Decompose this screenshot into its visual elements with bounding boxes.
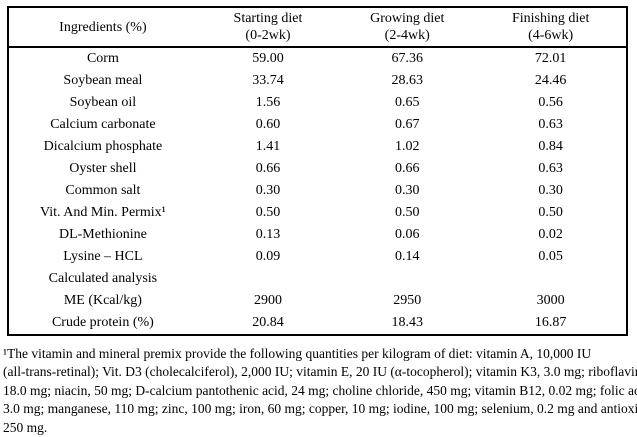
value-cell: 1.02 xyxy=(394,139,420,154)
value-cell: 28.63 xyxy=(391,73,423,88)
col-header-growing-diet: Growing diet (2-4wk) xyxy=(339,7,476,48)
col-header-sublabel: (2-4wk) xyxy=(384,28,430,43)
value-cell: 0.50 xyxy=(394,205,420,220)
table-row: Corm 59.00 67.36 72.01 xyxy=(8,47,627,70)
value-cell: 0.67 xyxy=(394,117,420,132)
ingredient-cell: DL-Methionine xyxy=(58,227,147,242)
value-cell: 72.01 xyxy=(534,51,567,66)
value-cell: 67.36 xyxy=(391,51,423,66)
diet-formulation-table: Ingredients (%) Starting diet (0-2wk) Gr… xyxy=(7,6,628,336)
col-header-starting-diet: Starting diet (0-2wk) xyxy=(196,7,340,48)
ingredient-cell: Crude protein (%) xyxy=(51,315,154,330)
footnote-line: 250 mg. xyxy=(3,419,48,435)
table-row: Crude protein (%) 20.84 18.43 16.87 xyxy=(8,312,627,335)
value-cell: 59.00 xyxy=(252,51,284,66)
ingredient-cell: Calcium carbonate xyxy=(50,117,156,132)
value-cell: 0.56 xyxy=(538,95,563,110)
value-cell: 0.50 xyxy=(255,205,281,220)
table-row: ME (Kcal/kg) 2900 2950 3000 xyxy=(8,290,627,312)
table-row: Lysine – HCL 0.09 0.14 0.05 xyxy=(8,246,627,268)
value-cell xyxy=(339,268,475,290)
value-cell: 20.84 xyxy=(252,315,284,330)
value-cell xyxy=(197,268,339,290)
value-cell: 16.87 xyxy=(534,315,567,330)
value-cell: 2900 xyxy=(253,293,282,308)
table-row: Dicalcium phosphate 1.41 1.02 0.84 xyxy=(8,136,627,158)
table-row: Common salt 0.30 0.30 0.30 xyxy=(8,180,627,202)
col-header-sublabel: (0-2wk) xyxy=(245,28,291,43)
value-cell: 2950 xyxy=(393,293,422,308)
value-cell: 0.13 xyxy=(255,227,281,242)
table-header-row: Ingredients (%) Starting diet (0-2wk) Gr… xyxy=(8,7,627,48)
footnote-line: 18.0 mg; niacin, 50 mg; D-calcium pantot… xyxy=(3,382,637,398)
table-row: Oyster shell 0.66 0.66 0.63 xyxy=(8,158,627,180)
ingredient-cell: ME (Kcal/kg) xyxy=(63,293,142,308)
col-header-label: Growing diet xyxy=(370,11,445,26)
value-cell xyxy=(475,268,627,290)
value-cell: 33.74 xyxy=(252,73,284,88)
ingredient-cell: Soybean oil xyxy=(69,95,137,110)
value-cell: 0.06 xyxy=(394,227,420,242)
col-header-sublabel: (4-6wk) xyxy=(528,28,574,43)
col-header-label: Finishing diet xyxy=(511,11,590,26)
value-cell: 0.84 xyxy=(538,139,563,154)
ingredient-cell: Soybean meal xyxy=(63,73,143,88)
value-cell: 0.14 xyxy=(394,249,420,264)
value-cell: 0.05 xyxy=(538,249,563,264)
value-cell: 0.63 xyxy=(538,161,563,176)
ingredient-cell: Dicalcium phosphate xyxy=(43,139,163,154)
ingredient-cell: Lysine – HCL xyxy=(63,249,143,264)
table-row-section-calculated-analysis: Calculated analysis xyxy=(8,268,627,290)
footnote-line: 3.0 mg; manganese, 110 mg; zinc, 100 mg;… xyxy=(3,401,637,417)
footnote-line: ¹The vitamin and mineral premix provide … xyxy=(3,346,592,361)
footnote-line: (all-trans-retinal); Vit. D3 (cholecalci… xyxy=(3,364,637,380)
value-cell: 1.56 xyxy=(255,95,281,110)
value-cell: 0.66 xyxy=(394,161,420,176)
section-label-cell: Calculated analysis xyxy=(48,271,158,286)
value-cell: 0.02 xyxy=(538,227,563,242)
ingredient-cell: Corm xyxy=(86,51,119,66)
table-row: Soybean meal 33.74 28.63 24.46 xyxy=(8,70,627,92)
value-cell: 0.30 xyxy=(538,183,563,198)
ingredient-cell: Vit. And Min. Permix¹ xyxy=(39,205,166,220)
ingredient-cell: Common salt xyxy=(65,183,141,198)
value-cell: 0.60 xyxy=(255,117,281,132)
col-header-label: Starting diet xyxy=(233,11,303,26)
value-cell: 18.43 xyxy=(391,315,423,330)
value-cell: 1.41 xyxy=(255,139,281,154)
ingredient-cell: Oyster shell xyxy=(69,161,137,176)
ingredients-table: Ingredients (%) Starting diet (0-2wk) Gr… xyxy=(7,6,628,336)
value-cell: 24.46 xyxy=(534,73,567,88)
table-row: Calcium carbonate 0.60 0.67 0.63 xyxy=(8,114,627,136)
table-row: DL-Methionine 0.13 0.06 0.02 xyxy=(8,224,627,246)
col-header-finishing-diet: Finishing diet (4-6wk) xyxy=(475,7,627,48)
value-cell: 0.30 xyxy=(255,183,281,198)
value-cell: 0.50 xyxy=(538,205,563,220)
value-cell: 0.09 xyxy=(255,249,281,264)
table-row: Soybean oil 1.56 0.65 0.56 xyxy=(8,92,627,114)
value-cell: 0.63 xyxy=(538,117,563,132)
value-cell: 0.66 xyxy=(255,161,281,176)
table-footnote: ¹The vitamin and mineral premix provide … xyxy=(3,345,637,437)
value-cell: 0.65 xyxy=(394,95,420,110)
table-row: Vit. And Min. Permix¹ 0.50 0.50 0.50 xyxy=(8,202,627,224)
value-cell: 3000 xyxy=(536,293,565,308)
value-cell: 0.30 xyxy=(394,183,420,198)
col-header-ingredients: Ingredients (%) xyxy=(8,7,197,48)
